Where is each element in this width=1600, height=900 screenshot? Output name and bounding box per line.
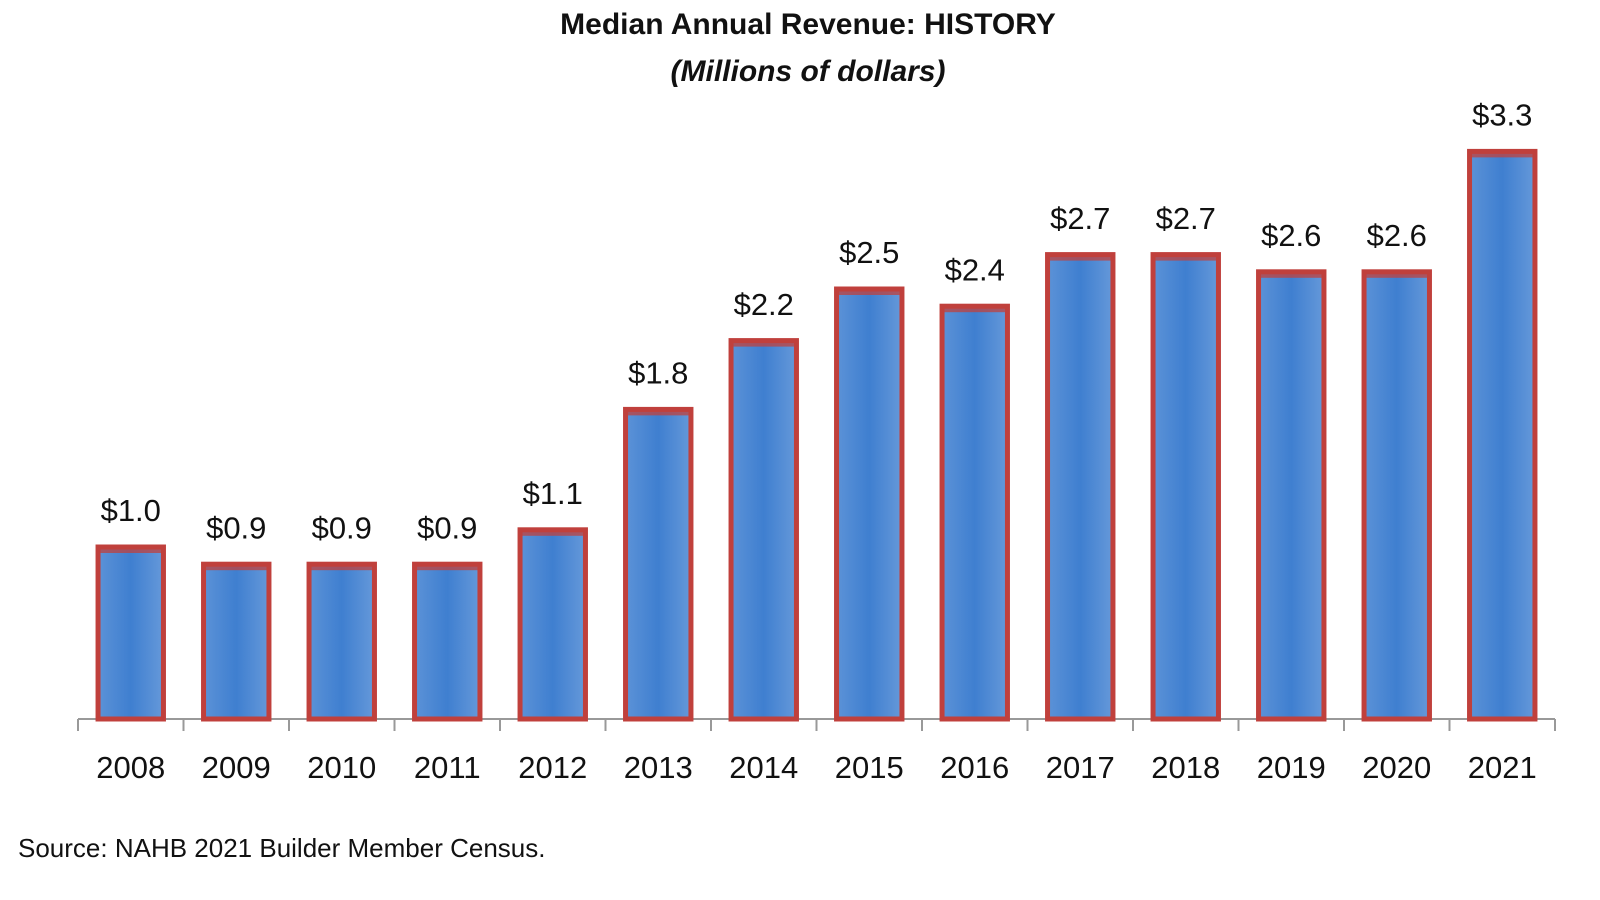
bar	[834, 286, 905, 722]
x-tick-label: 2021	[1468, 750, 1537, 785]
source-note: Source: NAHB 2021 Builder Member Census.	[18, 833, 545, 863]
x-tick-label: 2016	[940, 750, 1009, 785]
value-label: $1.0	[101, 493, 161, 528]
bar	[1045, 252, 1116, 722]
value-label: $2.2	[734, 287, 794, 322]
x-tick-label: 2019	[1257, 750, 1326, 785]
value-label: $2.4	[945, 252, 1005, 287]
x-tick-label: 2010	[307, 750, 376, 785]
value-label: $3.3	[1472, 98, 1532, 133]
bar-cap	[520, 529, 586, 536]
value-label: $0.9	[206, 510, 266, 545]
x-tick-label: 2018	[1151, 750, 1220, 785]
value-label: $1.8	[628, 356, 688, 391]
bar-cap	[414, 564, 480, 571]
x-tick-label: 2014	[729, 750, 798, 785]
bar-cap	[203, 564, 269, 571]
bar	[1467, 148, 1538, 722]
x-tick-label: 2012	[518, 750, 587, 785]
value-label: $2.7	[1156, 201, 1216, 236]
x-tick-label: 2020	[1362, 750, 1431, 785]
value-label: $0.9	[417, 510, 477, 545]
bar-cap	[1153, 254, 1219, 261]
bar	[201, 561, 272, 722]
value-label: $1.1	[523, 476, 583, 511]
chart-subtitle: (Millions of dollars)	[671, 55, 946, 88]
bar-cap	[836, 289, 902, 295]
value-label: $2.7	[1050, 201, 1110, 236]
x-tick-label: 2009	[202, 750, 271, 785]
value-label: $0.9	[312, 510, 372, 545]
bar	[1361, 269, 1432, 722]
bar	[517, 527, 588, 722]
value-label: $2.6	[1367, 218, 1427, 253]
bar-cap	[1364, 271, 1430, 278]
bar	[623, 406, 694, 722]
bar-cap	[942, 306, 1008, 313]
bar	[95, 544, 166, 722]
bar	[412, 561, 483, 722]
bar	[306, 561, 377, 722]
value-label: $2.6	[1261, 218, 1321, 253]
x-tick-label: 2013	[624, 750, 693, 785]
x-tick-label: 2015	[835, 750, 904, 785]
x-tick-label: 2017	[1046, 750, 1115, 785]
bar	[1256, 269, 1327, 722]
bar-cap	[98, 547, 164, 553]
bar	[939, 303, 1010, 722]
bar-cap	[309, 564, 375, 571]
x-tick-label: 2008	[96, 750, 165, 785]
bar-cap	[625, 409, 691, 416]
x-tick-label: 2011	[414, 750, 481, 785]
chart-title: Median Annual Revenue: HISTORY	[560, 8, 1056, 41]
bar	[728, 338, 799, 722]
bar-cap	[1258, 271, 1324, 278]
bar-cap	[1469, 151, 1535, 158]
bar-cap	[1047, 254, 1113, 261]
bar	[1150, 252, 1221, 722]
bar-cap	[731, 340, 797, 347]
value-label: $2.5	[839, 235, 899, 270]
